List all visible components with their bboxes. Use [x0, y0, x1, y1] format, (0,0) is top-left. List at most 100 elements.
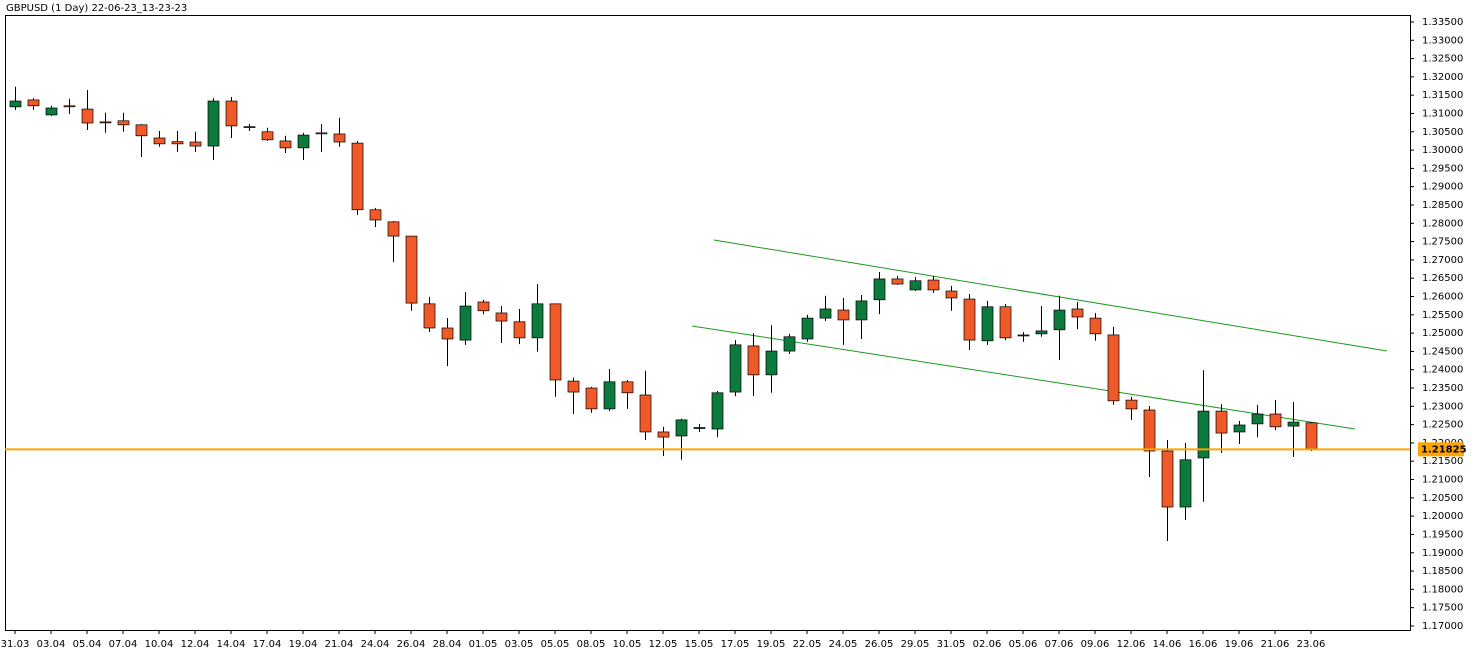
candle-body: [81, 108, 94, 124]
candle-body: [261, 131, 274, 141]
candle-body: [1305, 422, 1318, 450]
candle-body: [1089, 317, 1102, 335]
x-tick-label: 10.04: [145, 639, 174, 650]
trend-line: [691, 325, 1356, 430]
candle-body: [405, 235, 418, 304]
y-tick-label: 1.26500: [1422, 273, 1463, 284]
candle-body: [333, 133, 346, 143]
y-tick-label: 1.25000: [1422, 328, 1463, 339]
x-tick-label: 29.05: [901, 639, 930, 650]
candle-body: [783, 336, 796, 352]
candle-body: [513, 321, 526, 339]
last-price-box: [1418, 442, 1464, 457]
candle-body: [99, 121, 112, 124]
x-tick-label: 19.05: [757, 639, 786, 650]
chart-title: GBPUSD (1 Day) 22-06-23_13-23-23: [6, 3, 187, 14]
y-tick-label: 1.26000: [1422, 292, 1463, 303]
y-tick-label: 1.20500: [1422, 493, 1463, 504]
y-tick-label: 1.23000: [1422, 401, 1463, 412]
y-tick-label: 1.31000: [1422, 108, 1463, 119]
candle-body: [1233, 424, 1246, 433]
candle-body: [1269, 413, 1282, 428]
candle-body: [171, 141, 184, 145]
y-tick-label: 1.33500: [1422, 17, 1463, 28]
candle-body: [909, 280, 922, 291]
candle-body: [981, 306, 994, 342]
candle-body: [225, 100, 238, 127]
candle-body: [837, 309, 850, 321]
x-tick-label: 26.04: [397, 639, 426, 650]
x-tick-label: 19.04: [289, 639, 318, 650]
candle-body: [765, 350, 778, 376]
candle-body: [945, 290, 958, 299]
candle-body: [117, 120, 130, 126]
y-tick-label: 1.18500: [1422, 566, 1463, 577]
y-tick-label: 1.17000: [1422, 621, 1463, 632]
y-tick-label: 1.19500: [1422, 529, 1463, 540]
x-tick-label: 31.03: [1, 639, 30, 650]
trend-line: [713, 239, 1388, 352]
x-tick-label: 07.06: [1045, 639, 1074, 650]
candle-body: [639, 394, 652, 433]
x-tick-label: 12.05: [649, 639, 678, 650]
candle-body: [891, 278, 904, 285]
x-tick-label: 05.04: [73, 639, 102, 650]
candle-body: [801, 317, 814, 340]
y-tick-label: 1.25500: [1422, 310, 1463, 321]
candle-body: [153, 137, 166, 145]
candle-body: [1143, 409, 1156, 452]
candle-body: [315, 132, 328, 135]
y-tick-label: 1.31500: [1422, 90, 1463, 101]
candle-body: [549, 303, 562, 381]
candle-body: [1215, 410, 1228, 434]
x-tick-label: 21.06: [1261, 639, 1290, 650]
y-tick-label: 1.21000: [1422, 475, 1463, 486]
candle-body: [1161, 450, 1174, 508]
y-tick-label: 1.22500: [1422, 420, 1463, 431]
y-tick-label: 1.19000: [1422, 548, 1463, 559]
x-tick-label: 24.05: [829, 639, 858, 650]
candle-body: [621, 381, 634, 394]
y-tick-label: 1.17500: [1422, 603, 1463, 614]
candle-body: [1035, 330, 1048, 335]
candle-body: [855, 300, 868, 321]
x-tick-label: 14.04: [217, 639, 246, 650]
candle-body: [1197, 410, 1210, 459]
x-tick-label: 03.04: [37, 639, 66, 650]
y-tick-label: 1.23500: [1422, 383, 1463, 394]
x-tick-label: 28.04: [433, 639, 462, 650]
candle-body: [999, 306, 1012, 339]
y-tick-label: 1.18000: [1422, 584, 1463, 595]
x-tick-label: 26.05: [865, 639, 894, 650]
y-tick-label: 1.24000: [1422, 365, 1463, 376]
x-tick-label: 02.06: [973, 639, 1002, 650]
candle-body: [927, 279, 940, 291]
x-tick-label: 16.06: [1189, 639, 1218, 650]
candle-body: [711, 392, 724, 430]
candle-body: [963, 298, 976, 341]
candle-body: [423, 303, 436, 329]
candle-body: [477, 301, 490, 312]
candle-body: [459, 305, 472, 341]
x-tick-label: 19.06: [1225, 639, 1254, 650]
y-tick-label: 1.30000: [1422, 145, 1463, 156]
y-tick-label: 1.21500: [1422, 456, 1463, 467]
candle-body: [1107, 334, 1120, 402]
x-tick-label: 31.05: [937, 639, 966, 650]
x-tick-label: 05.05: [541, 639, 570, 650]
candle-body: [63, 105, 76, 108]
x-tick-label: 07.04: [109, 639, 138, 650]
candle-body: [27, 99, 40, 107]
y-tick-label: 1.29500: [1422, 163, 1463, 174]
candle-body: [495, 312, 508, 322]
candle-body: [189, 141, 202, 147]
candle-body: [657, 431, 670, 438]
candle-body: [603, 381, 616, 410]
candle-body: [873, 278, 886, 301]
x-tick-label: 05.06: [1009, 639, 1038, 650]
candle-body: [207, 100, 220, 147]
y-tick-label: 1.29000: [1422, 182, 1463, 193]
y-tick-label: 1.27500: [1422, 237, 1463, 248]
candle-body: [1071, 308, 1084, 318]
y-tick-label: 1.28000: [1422, 218, 1463, 229]
